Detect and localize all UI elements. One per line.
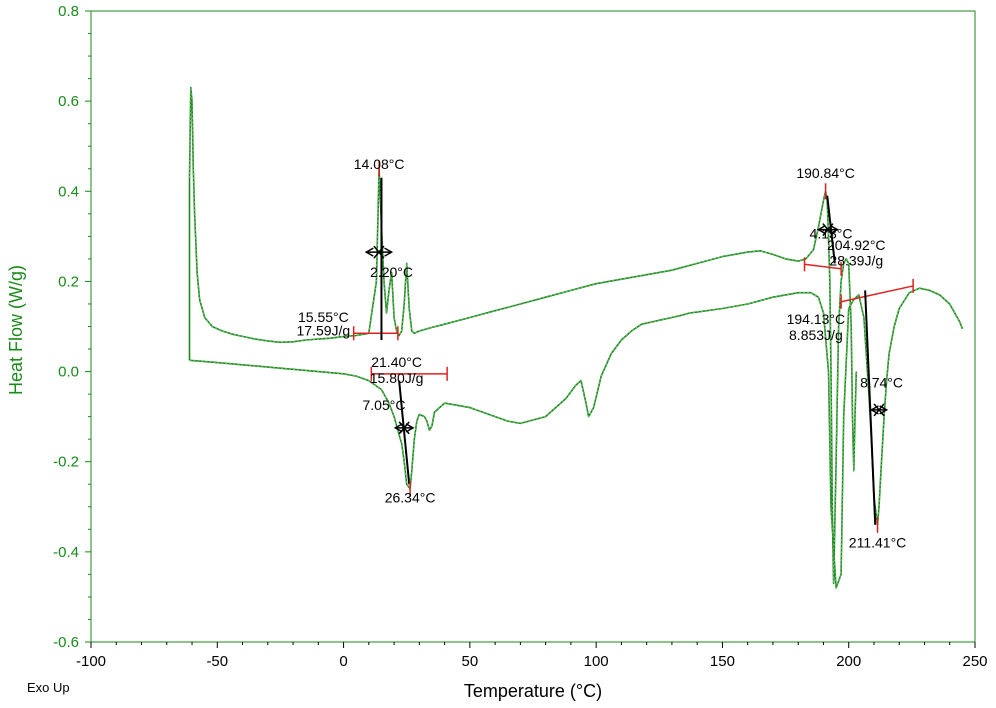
width-cross [873,403,885,417]
y-axis-title: Heat Flow (W/g) [6,265,26,395]
annotation-label: 21.40°C [371,354,422,370]
integration-baseline [840,285,914,303]
y-tick-label: -0.4 [53,544,79,561]
annotation-label: 2.20°C [370,264,413,280]
annotation-label: 17.59J/g [297,323,351,339]
x-tick-label: -50 [206,653,228,670]
width-cross [373,245,385,259]
x-axis: -100 -50 0 50 100 150 200 250 [76,642,988,670]
heat-flow-curve-1 [188,86,858,585]
y-tick-label: 0.2 [58,273,79,290]
width-arrow-right [829,224,839,235]
x-tick-label: -100 [76,653,106,670]
y-tick-label: 0.8 [58,3,79,20]
annotation-label: 28.39J/g [829,253,883,269]
heat-flow-curve-overlay-1 [189,87,857,584]
annotation-label: 7.05°C [362,397,405,413]
width-cross [822,223,834,237]
annotation-label: 194.13°C [787,311,846,327]
annotation-label: 15.55°C [298,309,349,325]
annotation-label: 211.41°C [849,534,907,550]
width-markers [364,223,889,435]
peak-line [864,290,877,525]
annotation-label: 4.13°C [810,226,853,242]
annotations: 14.08°C 2.20°C 15.55°C17.59J/g 21.40°C15.80… [297,156,907,551]
annotation-label: 14.08°C [354,156,405,172]
y-tick-label: 0.4 [58,183,79,200]
x-tick-label: 0 [339,653,347,670]
annotation-label: 190.84°C [796,165,855,181]
y-tick-label: -0.6 [53,634,79,651]
x-tick-label: 250 [962,653,987,670]
width-arrow-left [816,224,826,235]
x-tick-label: 150 [710,653,735,670]
annotation-label: 8.853J/g [789,327,843,343]
x-tick-label: 200 [836,653,861,670]
width-arrow-right [405,423,415,433]
y-tick-label: -0.2 [53,454,79,471]
annotation-label: 26.34°C [385,489,436,505]
annotation-label: 8.74°C [860,374,903,390]
peak-markers [378,160,879,533]
peak-lines [380,177,877,525]
y-tick-label: 0.0 [58,364,79,381]
peak-line [398,380,411,485]
width-arrow-left [364,247,374,257]
annotation-label: 204.92°C [827,237,886,253]
exo-up-label: Exo Up [27,680,70,695]
width-cross [398,421,410,435]
width-arrow-left [393,423,403,433]
integration-baseline [804,263,842,270]
width-arrow-right [384,247,394,257]
baselines [352,257,914,381]
x-tick-label: 50 [462,653,479,670]
annotation-label: 15.80J/g [370,370,424,386]
y-tick-label: 0.6 [58,93,79,110]
y-axis: -0.6 -0.4 -0.2 0.0 0.2 0.4 0.6 0.8 [53,3,91,651]
x-axis-title: Temperature (°C) [464,681,602,701]
x-tick-label: 100 [584,653,609,670]
